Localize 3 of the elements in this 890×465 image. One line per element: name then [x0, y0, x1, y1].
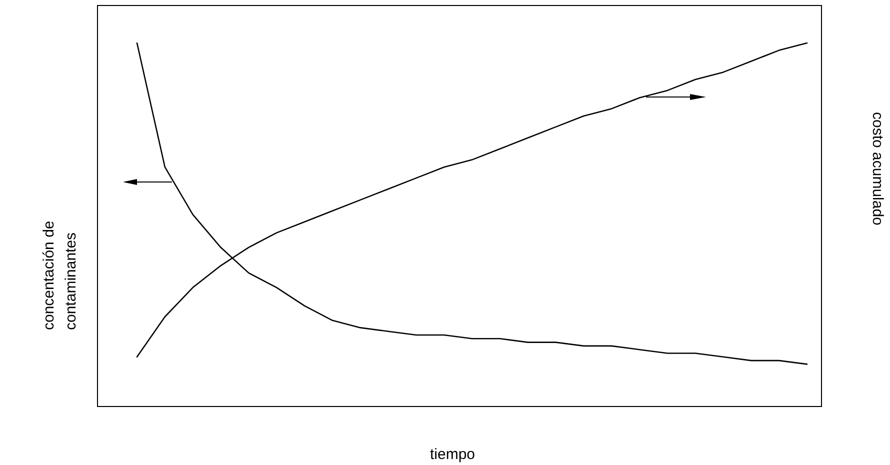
y-axis-title: concentación de contaminantes [40, 216, 80, 330]
x-axis-title: tiempo [430, 446, 476, 463]
y2-axis-title: costo acumulado [869, 112, 886, 226]
